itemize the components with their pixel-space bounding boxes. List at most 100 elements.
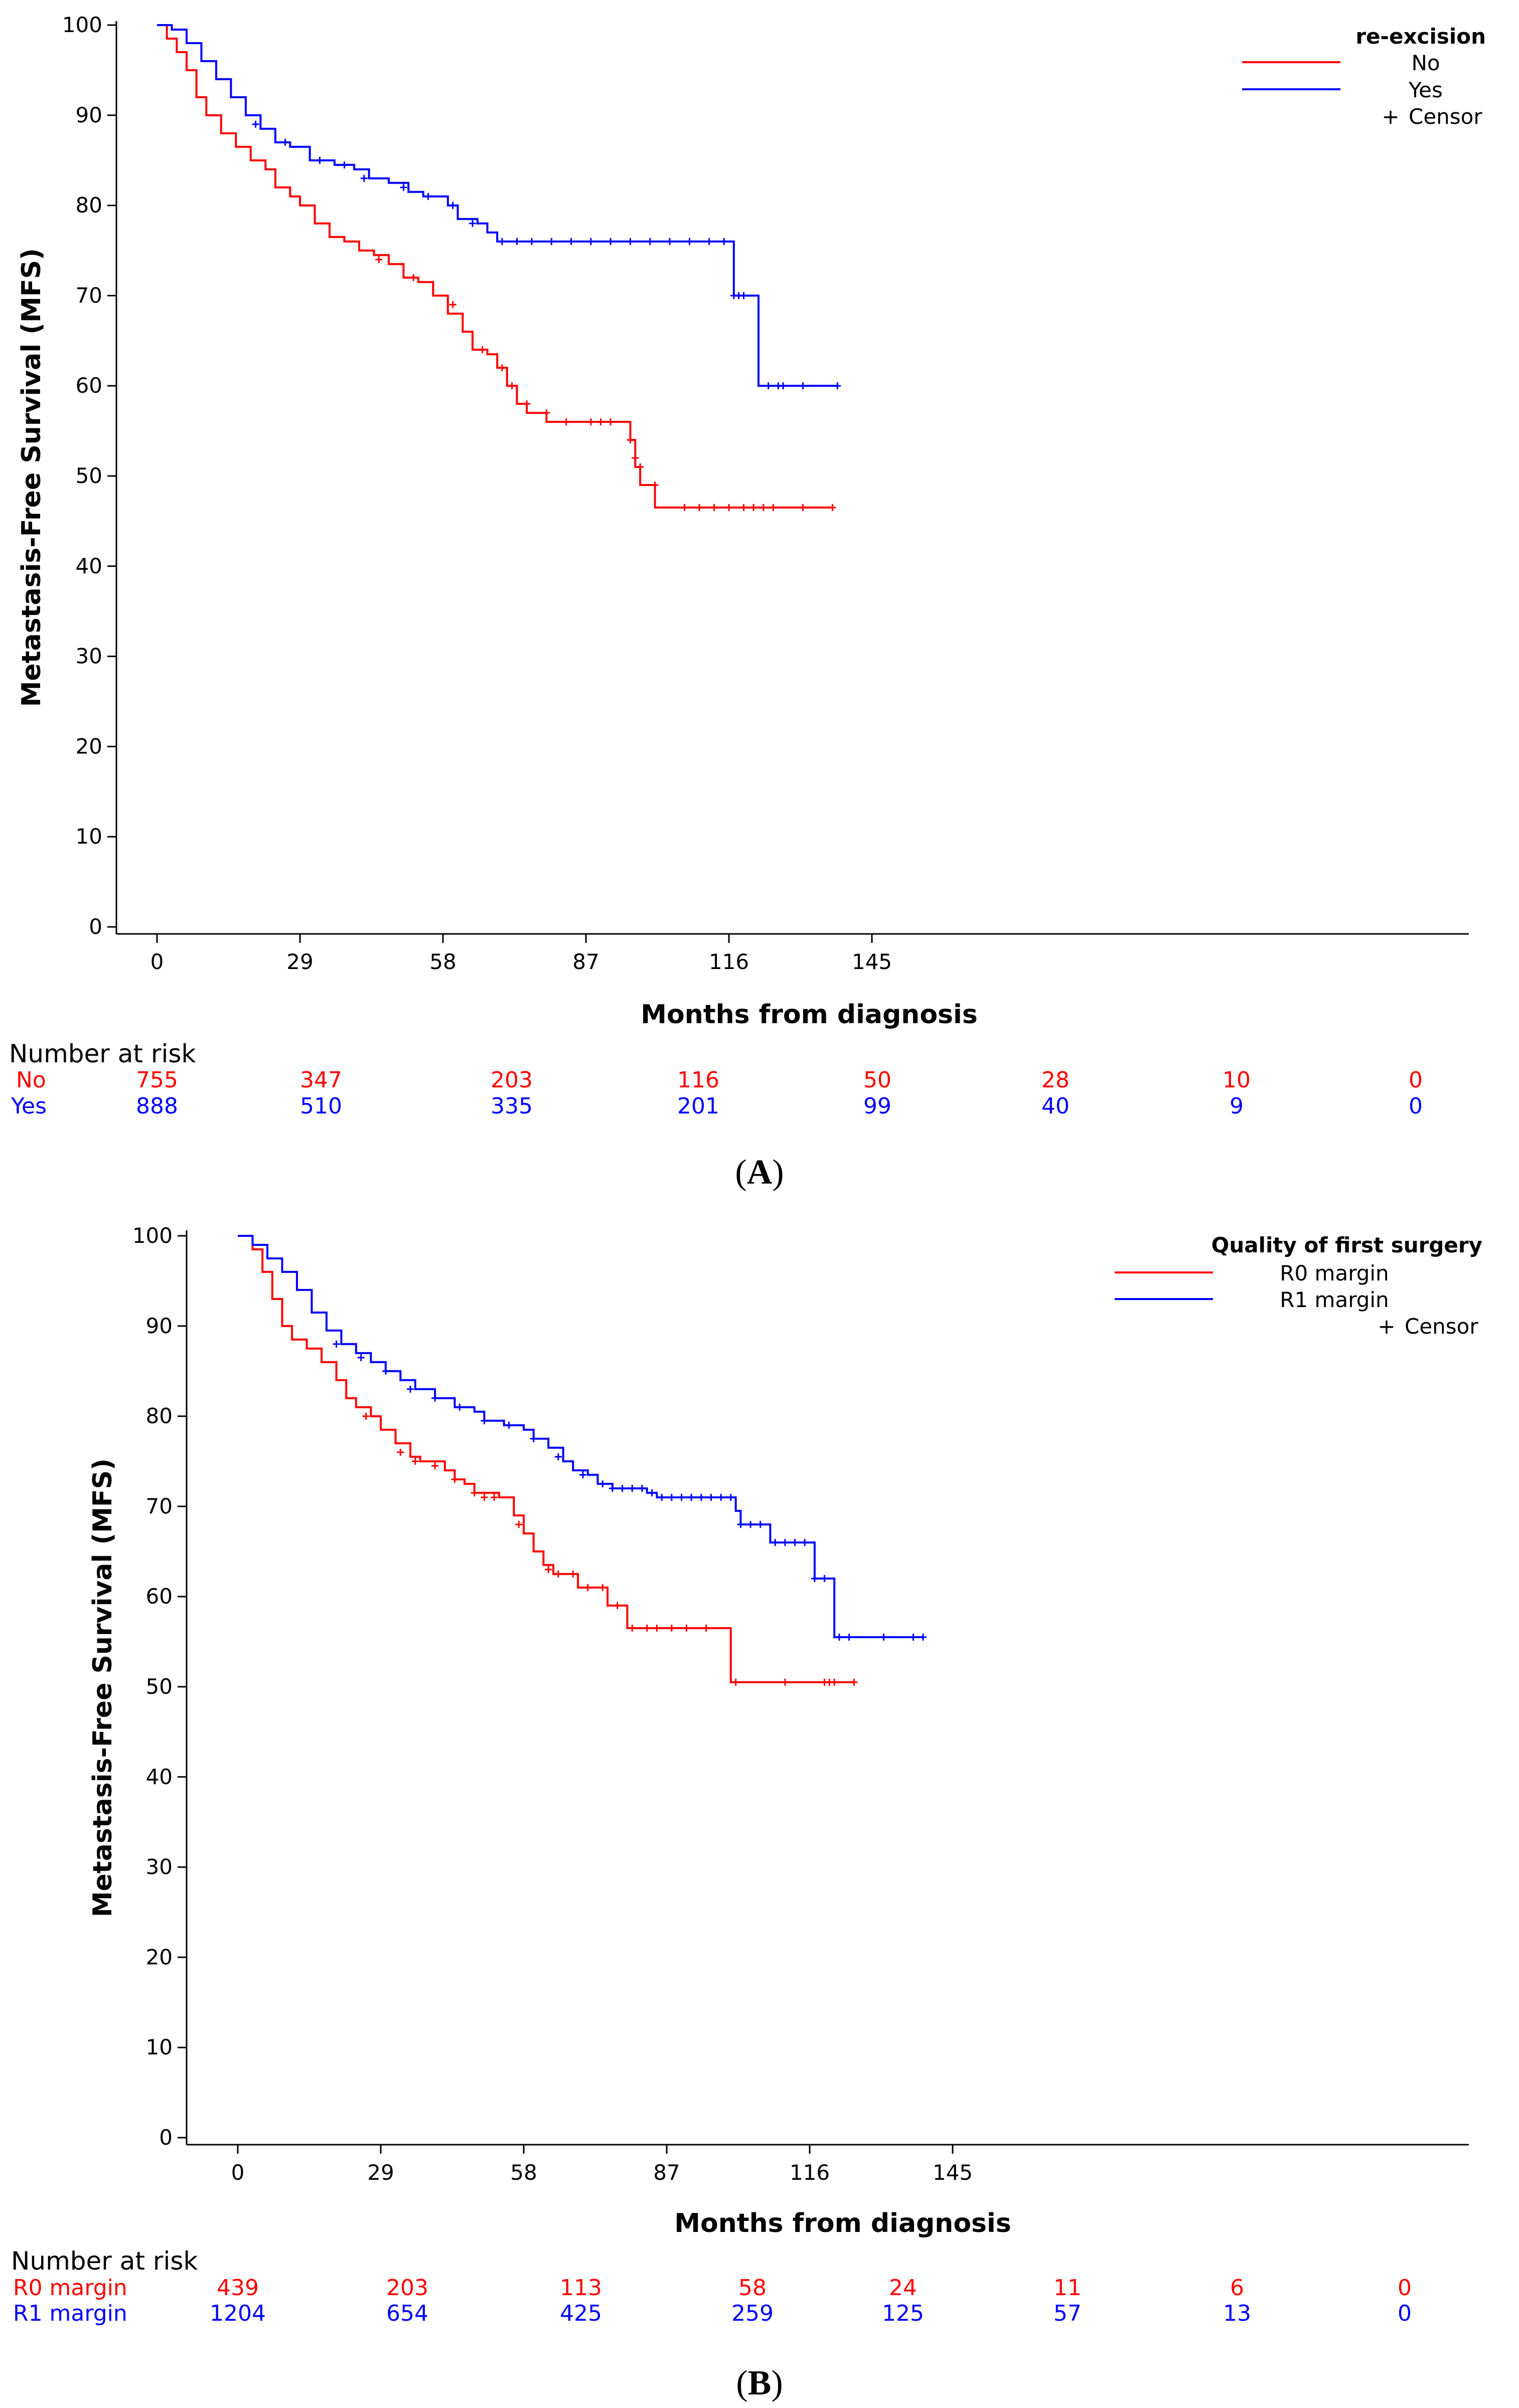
survival-curves bbox=[238, 1235, 927, 1686]
risk-row-label-r0: R0 margin bbox=[13, 2275, 127, 2301]
censor-mark bbox=[725, 504, 733, 511]
censor-mark bbox=[801, 1539, 809, 1546]
risk-value: 654 bbox=[386, 2301, 428, 2326]
x-tick-label: 87 bbox=[572, 949, 599, 974]
censor-mark bbox=[799, 382, 807, 390]
risk-value: 0 bbox=[1398, 2301, 1412, 2326]
censor-mark bbox=[569, 1570, 577, 1578]
risk-value: 57 bbox=[1053, 2301, 1082, 2326]
censor-mark bbox=[732, 1679, 739, 1686]
censor-mark bbox=[609, 1485, 616, 1492]
legend-label-yes: Yes bbox=[1408, 78, 1443, 102]
censor-mark bbox=[579, 1471, 586, 1479]
censor-mark bbox=[397, 1449, 404, 1456]
censor-mark bbox=[740, 504, 747, 511]
risk-value: 439 bbox=[217, 2275, 259, 2301]
legend-label-r0: R0 margin bbox=[1280, 1261, 1389, 1286]
survival-curves bbox=[157, 24, 841, 511]
censor-mark bbox=[637, 463, 644, 471]
censor-mark bbox=[491, 1494, 498, 1501]
censor-mark bbox=[431, 1394, 439, 1402]
risk-table-header: Number at risk bbox=[11, 2246, 198, 2276]
x-tick-label: 58 bbox=[510, 2160, 537, 2185]
censor-mark bbox=[780, 382, 787, 390]
censor-mark bbox=[341, 161, 348, 169]
censor-mark bbox=[449, 202, 457, 209]
censor-mark bbox=[850, 1679, 858, 1686]
risk-value: 125 bbox=[882, 2301, 924, 2326]
legend: Quality of first surgery R0 margin R1 ma… bbox=[1115, 1233, 1482, 1339]
survival-curve-yes bbox=[157, 24, 838, 387]
censor-mark bbox=[834, 382, 841, 390]
risk-value: 203 bbox=[386, 2275, 428, 2301]
risk-value: 755 bbox=[136, 1067, 178, 1093]
y-tick-label: 30 bbox=[146, 1855, 173, 1879]
censor-mark bbox=[696, 504, 703, 511]
y-tick-label: 50 bbox=[76, 463, 102, 488]
censor-mark bbox=[451, 1476, 459, 1483]
risk-value: 58 bbox=[738, 2275, 767, 2301]
x-axis-title: Months from diagnosis bbox=[674, 2208, 1011, 2238]
censor-mark bbox=[471, 1489, 478, 1497]
censor-mark bbox=[880, 1634, 887, 1641]
y-tick-label: 30 bbox=[76, 644, 102, 669]
censor-mark bbox=[481, 1417, 488, 1424]
survival-curve-r0-margin bbox=[238, 1235, 854, 1684]
censor-mark bbox=[548, 238, 555, 245]
censor-mark bbox=[410, 274, 417, 281]
risk-value: 0 bbox=[1409, 1067, 1423, 1093]
risk-value: 0 bbox=[1398, 2275, 1412, 2301]
risk-value: 28 bbox=[1041, 1067, 1070, 1093]
x-axis-title: Months from diagnosis bbox=[641, 1000, 978, 1030]
censor-mark bbox=[770, 504, 777, 511]
risk-value: 113 bbox=[560, 2275, 602, 2301]
y-tick-label: 0 bbox=[89, 914, 102, 939]
censor-mark bbox=[607, 418, 615, 426]
y-tick-label: 10 bbox=[76, 824, 102, 849]
y-tick-label: 60 bbox=[146, 1584, 173, 1609]
x-tick-label: 29 bbox=[286, 949, 313, 974]
risk-value: 13 bbox=[1223, 2301, 1251, 2326]
censor-mark bbox=[629, 1625, 636, 1632]
censor-mark bbox=[508, 382, 516, 390]
censor-mark bbox=[543, 409, 550, 417]
censor-mark bbox=[587, 238, 594, 245]
censor-mark bbox=[909, 1634, 917, 1641]
censor-mark bbox=[362, 1412, 370, 1420]
censor-mark bbox=[567, 238, 575, 245]
risk-value: 510 bbox=[300, 1093, 342, 1119]
y-tick-label: 70 bbox=[146, 1494, 173, 1518]
censor-mark bbox=[791, 1539, 799, 1546]
censor-mark bbox=[740, 292, 747, 299]
censor-mark bbox=[686, 238, 693, 245]
censor-mark bbox=[599, 1480, 606, 1488]
risk-value: 201 bbox=[677, 1093, 719, 1119]
censor-mark bbox=[668, 1494, 675, 1501]
censor-mark bbox=[811, 1575, 818, 1582]
risk-row-label-no: No bbox=[16, 1067, 46, 1093]
risk-value: 10 bbox=[1223, 1067, 1251, 1093]
censor-mark bbox=[515, 1521, 523, 1528]
censor-mark bbox=[702, 1625, 710, 1632]
legend-title: re-excision bbox=[1355, 24, 1486, 49]
censor-mark bbox=[607, 238, 615, 245]
censor-mark bbox=[737, 1521, 744, 1528]
censor-mark bbox=[619, 1485, 626, 1492]
legend-censor-symbol: + bbox=[1382, 104, 1399, 129]
y-tick-label: 90 bbox=[76, 103, 102, 127]
censor-mark bbox=[449, 301, 457, 308]
censor-mark bbox=[498, 238, 506, 245]
censor-mark bbox=[357, 1354, 365, 1361]
y-tick-label: 0 bbox=[159, 2125, 173, 2150]
censor-mark bbox=[316, 156, 324, 164]
risk-value: 1204 bbox=[210, 2301, 266, 2326]
censor-mark bbox=[614, 1602, 621, 1610]
censor-mark bbox=[821, 1575, 828, 1582]
legend-label-censor: Censor bbox=[1405, 1314, 1478, 1339]
censor-mark bbox=[720, 238, 728, 245]
y-tick-label: 10 bbox=[146, 2035, 173, 2059]
censor-mark bbox=[683, 1625, 690, 1632]
censor-mark bbox=[638, 1485, 646, 1492]
legend-label-censor: Censor bbox=[1409, 104, 1482, 129]
censor-mark bbox=[554, 1453, 562, 1461]
